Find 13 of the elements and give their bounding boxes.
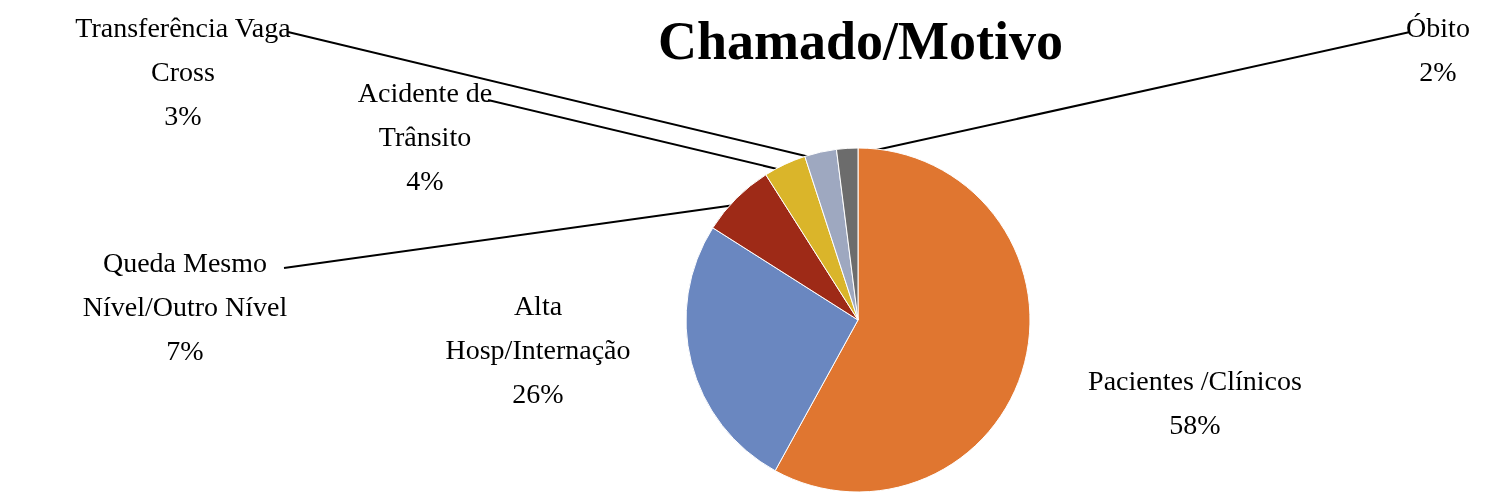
slice-label: Acidente de Trânsito: [357, 77, 493, 152]
slice-label: Óbito: [1406, 12, 1470, 43]
slice-label: Transferência Vaga Cross: [75, 12, 292, 87]
slice-label: Alta Hosp/Internação: [445, 290, 631, 365]
data-label: 26%: [512, 378, 564, 409]
data-label: 58%: [1169, 409, 1221, 440]
slice-label: Pacientes /Clínicos: [1088, 365, 1302, 396]
data-label: 4%: [406, 165, 444, 196]
data-label: 3%: [164, 100, 202, 131]
data-label: 2%: [1419, 56, 1457, 87]
data-label: 7%: [166, 335, 204, 366]
slice-label: Queda Mesmo Nível/Outro Nível: [82, 247, 288, 322]
chart-title: Chamado/Motivo: [658, 11, 1063, 71]
